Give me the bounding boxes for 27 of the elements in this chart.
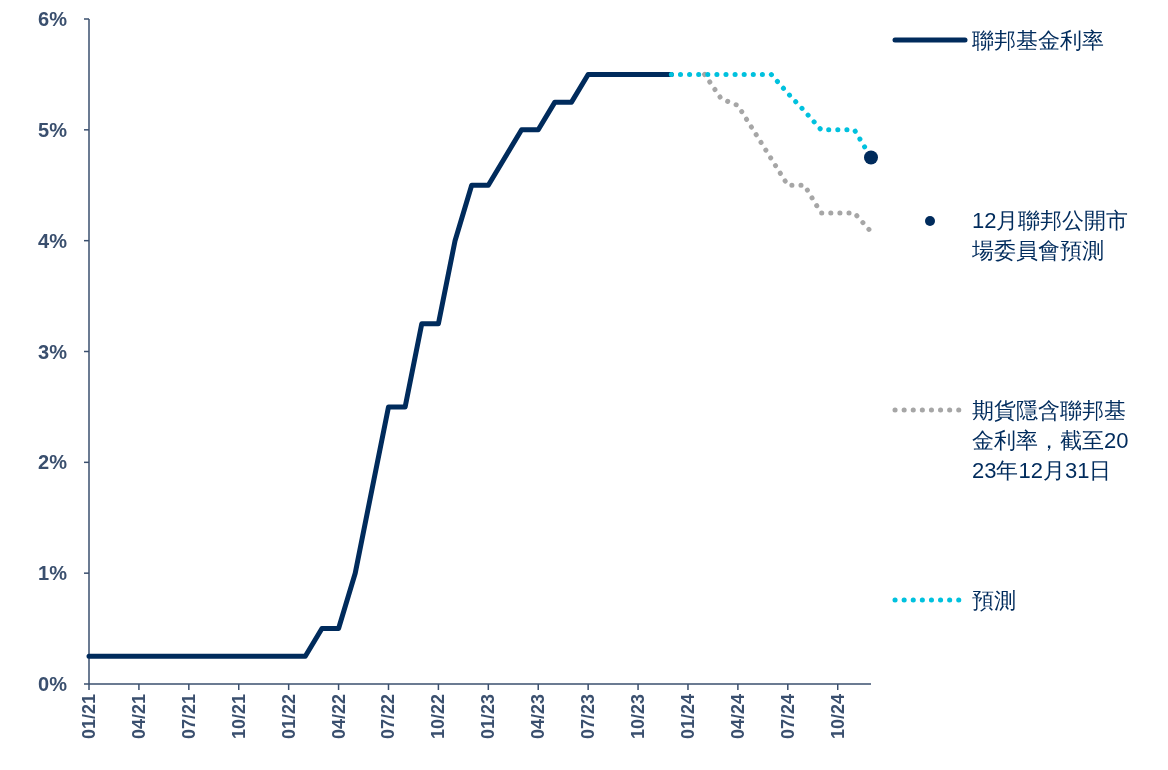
x-tick-label: 01/23 — [478, 694, 499, 740]
x-tick-label: 07/23 — [578, 694, 599, 740]
y-tick-label: 1% — [38, 562, 68, 585]
x-tick-label: 04/24 — [727, 694, 748, 740]
x-tick-label: 04/21 — [128, 694, 149, 740]
y-tick-label: 0% — [38, 673, 68, 695]
x-tick-label: 01/24 — [677, 694, 698, 740]
x-tick-label: 07/24 — [777, 694, 798, 740]
x-tick-label: 04/22 — [328, 694, 349, 740]
x-tick-label: 10/24 — [827, 694, 848, 740]
legend-label: 期貨隱含聯邦基金利率，截至2023年12月31日 — [972, 398, 1129, 483]
y-tick-label: 5% — [38, 118, 68, 141]
x-tick-label: 04/23 — [528, 694, 549, 740]
x-tick-label: 10/23 — [628, 694, 649, 740]
x-tick-label: 07/22 — [378, 694, 399, 740]
y-tick-label: 4% — [38, 229, 68, 252]
legend-label: 12月聯邦公開市場委員會預測 — [971, 208, 1129, 263]
legend-label: 聯邦基金利率 — [972, 28, 1104, 53]
y-tick-label: 2% — [38, 451, 68, 474]
x-tick-label: 07/21 — [178, 694, 199, 740]
y-tick-label: 3% — [38, 340, 68, 363]
x-tick-label: 10/21 — [228, 694, 249, 740]
legend-label: 預測 — [972, 588, 1016, 613]
x-tick-label: 01/22 — [278, 694, 299, 740]
y-tick-label: 6% — [38, 8, 68, 30]
x-tick-label: 10/22 — [428, 694, 449, 740]
x-tick-label: 01/21 — [79, 694, 99, 740]
